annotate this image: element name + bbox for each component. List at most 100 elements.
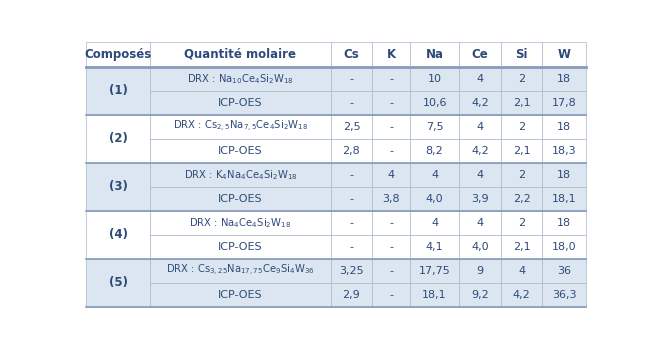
Text: 7,5: 7,5 [426,122,443,131]
Text: -: - [350,194,354,204]
FancyBboxPatch shape [501,139,543,163]
FancyBboxPatch shape [331,186,373,211]
Text: 4,0: 4,0 [471,242,489,252]
Text: (2): (2) [109,132,127,145]
FancyBboxPatch shape [150,235,331,258]
Text: 4: 4 [431,218,438,228]
FancyBboxPatch shape [86,211,150,258]
FancyBboxPatch shape [501,258,543,283]
Text: ICP-OES: ICP-OES [218,194,262,204]
FancyBboxPatch shape [459,283,501,307]
Text: 18: 18 [558,218,571,228]
Text: W: W [558,48,571,61]
Text: DRX : Na$_4$Ce$_4$Si$_2$W$_{18}$: DRX : Na$_4$Ce$_4$Si$_2$W$_{18}$ [190,216,291,229]
Text: 2,1: 2,1 [513,242,531,252]
FancyBboxPatch shape [331,211,373,235]
FancyBboxPatch shape [150,283,331,307]
FancyBboxPatch shape [410,115,459,139]
FancyBboxPatch shape [373,211,410,235]
FancyBboxPatch shape [373,186,410,211]
Text: 2,1: 2,1 [513,98,531,108]
FancyBboxPatch shape [86,42,150,67]
FancyBboxPatch shape [410,283,459,307]
Text: 8,2: 8,2 [426,146,443,156]
FancyBboxPatch shape [86,67,150,115]
Text: 10,6: 10,6 [422,98,447,108]
FancyBboxPatch shape [501,211,543,235]
Text: Cs: Cs [344,48,359,61]
Text: 4: 4 [476,122,483,131]
Text: Composés: Composés [85,48,152,61]
FancyBboxPatch shape [150,139,331,163]
FancyBboxPatch shape [331,258,373,283]
Text: 9,2: 9,2 [471,290,489,300]
FancyBboxPatch shape [331,91,373,115]
Text: -: - [389,146,393,156]
FancyBboxPatch shape [459,235,501,258]
FancyBboxPatch shape [150,186,331,211]
Text: 18,1: 18,1 [552,194,577,204]
FancyBboxPatch shape [373,91,410,115]
Text: 18: 18 [558,170,571,180]
FancyBboxPatch shape [373,163,410,186]
Text: 36,3: 36,3 [552,290,577,300]
Text: 3,9: 3,9 [471,194,489,204]
FancyBboxPatch shape [86,258,150,307]
FancyBboxPatch shape [459,139,501,163]
Text: -: - [350,170,354,180]
FancyBboxPatch shape [410,67,459,91]
Text: Quantité molaire: Quantité molaire [184,48,297,61]
Text: 4,0: 4,0 [426,194,443,204]
FancyBboxPatch shape [459,67,501,91]
FancyBboxPatch shape [331,235,373,258]
Text: 4,1: 4,1 [426,242,443,252]
Text: 4: 4 [476,170,483,180]
Text: 2,1: 2,1 [513,146,531,156]
FancyBboxPatch shape [543,163,586,186]
FancyBboxPatch shape [410,91,459,115]
FancyBboxPatch shape [501,235,543,258]
Text: 2: 2 [518,74,525,84]
FancyBboxPatch shape [410,139,459,163]
FancyBboxPatch shape [331,67,373,91]
Text: 3,8: 3,8 [382,194,400,204]
FancyBboxPatch shape [331,42,373,67]
FancyBboxPatch shape [410,258,459,283]
Text: 18,1: 18,1 [422,290,447,300]
FancyBboxPatch shape [501,91,543,115]
FancyBboxPatch shape [373,139,410,163]
FancyBboxPatch shape [331,283,373,307]
FancyBboxPatch shape [410,163,459,186]
Text: -: - [350,74,354,84]
FancyBboxPatch shape [373,42,410,67]
FancyBboxPatch shape [543,283,586,307]
FancyBboxPatch shape [543,139,586,163]
Text: -: - [350,98,354,108]
Text: ICP-OES: ICP-OES [218,98,262,108]
Text: 18,0: 18,0 [552,242,577,252]
Text: -: - [389,122,393,131]
FancyBboxPatch shape [459,115,501,139]
Text: 2,8: 2,8 [342,146,360,156]
Text: (5): (5) [108,276,127,289]
FancyBboxPatch shape [459,91,501,115]
Text: 4,2: 4,2 [471,146,489,156]
Text: 4,2: 4,2 [471,98,489,108]
FancyBboxPatch shape [373,283,410,307]
FancyBboxPatch shape [459,42,501,67]
Text: 4,2: 4,2 [513,290,531,300]
FancyBboxPatch shape [150,91,331,115]
FancyBboxPatch shape [543,211,586,235]
FancyBboxPatch shape [543,115,586,139]
Text: -: - [389,266,393,276]
Text: 4: 4 [476,74,483,84]
Text: 4: 4 [388,170,395,180]
Text: K: K [386,48,396,61]
FancyBboxPatch shape [459,211,501,235]
FancyBboxPatch shape [150,163,331,186]
Text: 17,8: 17,8 [552,98,577,108]
Text: Na: Na [426,48,443,61]
FancyBboxPatch shape [331,163,373,186]
FancyBboxPatch shape [501,42,543,67]
FancyBboxPatch shape [150,67,331,91]
